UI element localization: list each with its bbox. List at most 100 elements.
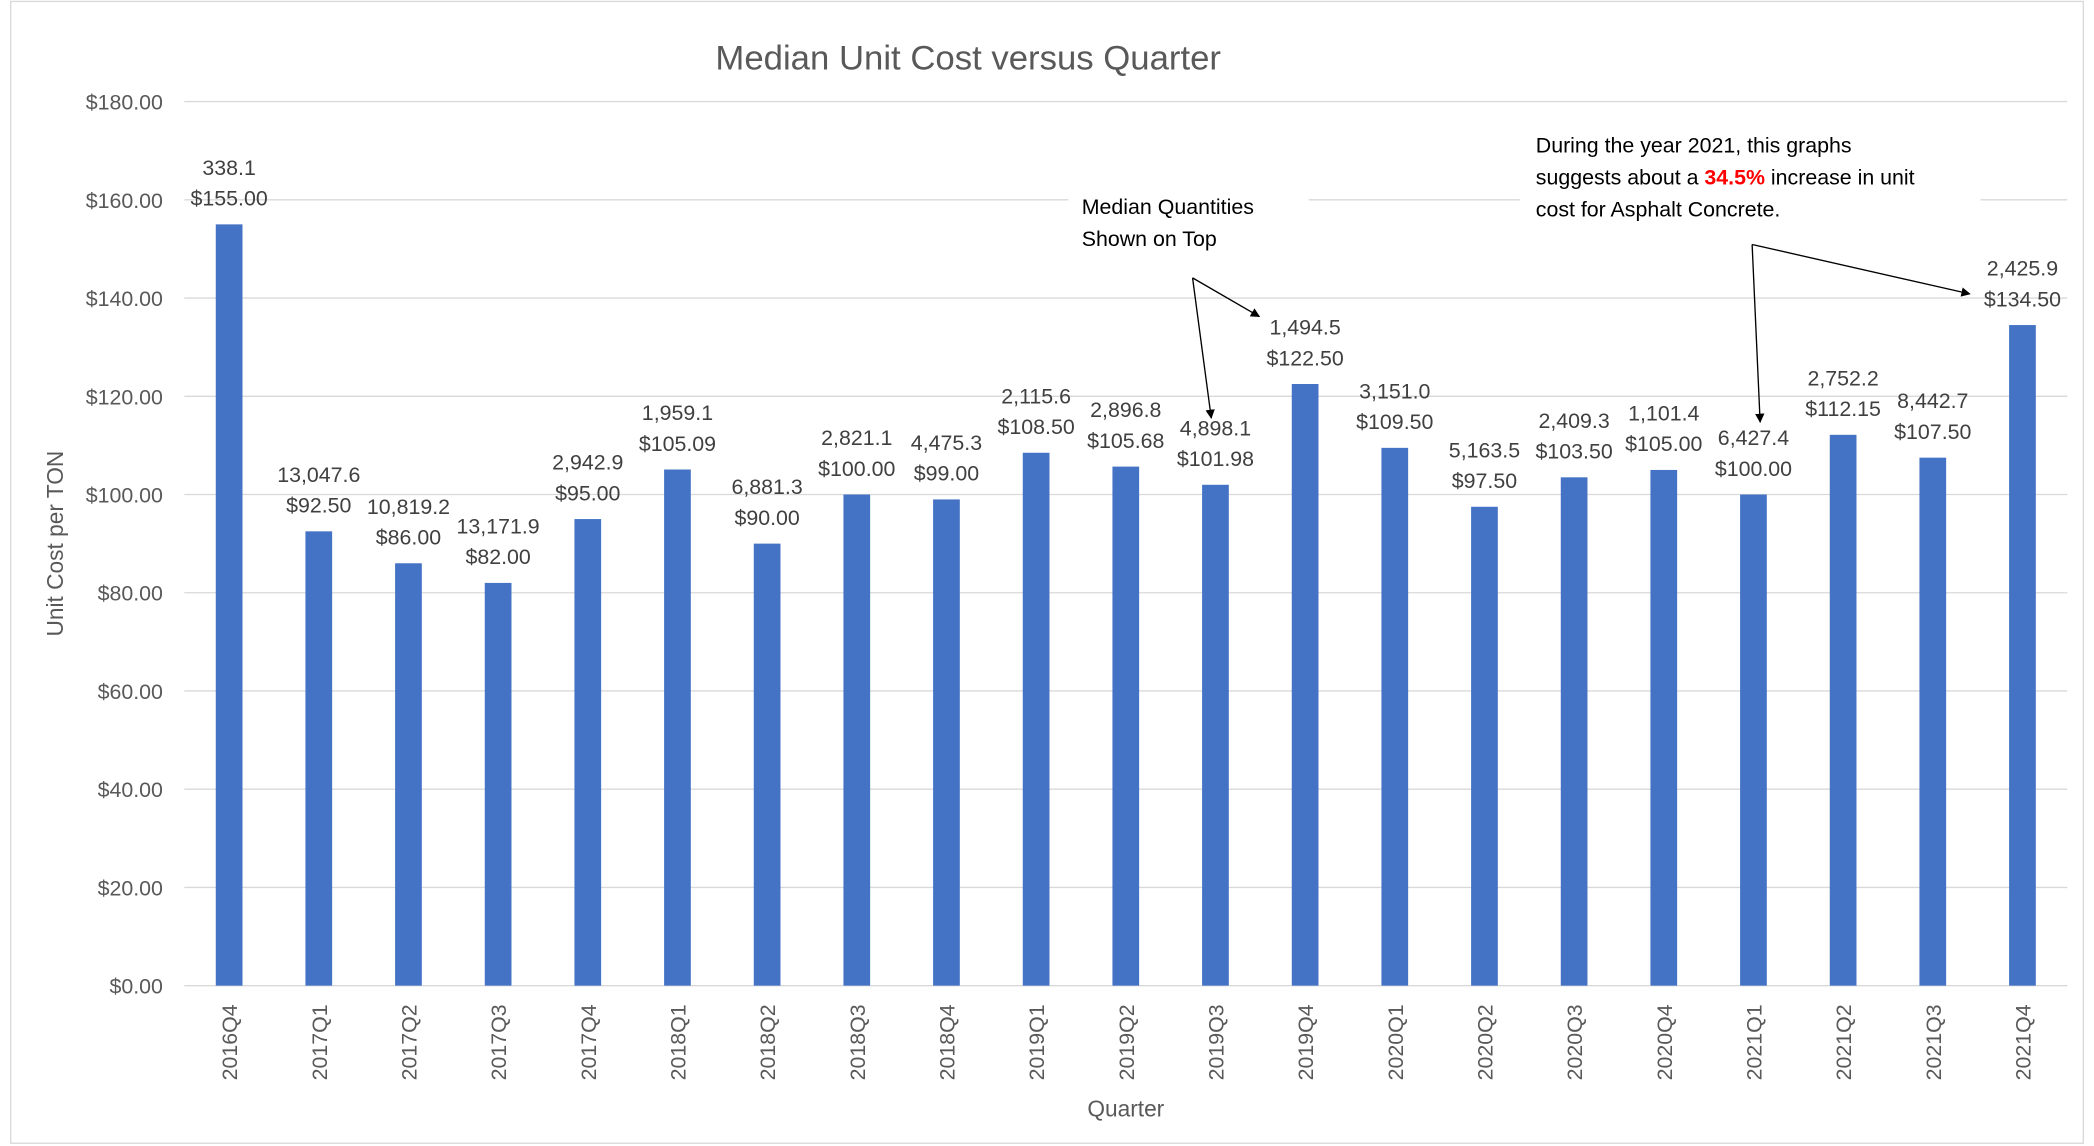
x-tick-label: 2017Q3 xyxy=(487,1004,511,1080)
y-tick-label: $120.00 xyxy=(86,385,163,409)
arrow xyxy=(1192,277,1261,318)
bar xyxy=(484,582,512,986)
arrow xyxy=(1751,244,1765,424)
data-label: $105.68 xyxy=(1087,429,1164,453)
x-tick-label: 2016Q4 xyxy=(218,1004,242,1080)
annotation-line: Median Quantities xyxy=(1082,195,1254,219)
y-tick-label: $100.00 xyxy=(86,484,163,508)
bar xyxy=(1829,434,1857,986)
bar xyxy=(574,519,602,986)
bar xyxy=(2009,325,2036,986)
x-tick-label: 2021Q1 xyxy=(1742,1004,1766,1080)
y-axis-title: Unit Cost per TON xyxy=(42,451,68,637)
quantity-label: 4,475.3 xyxy=(911,431,982,455)
quantity-label: 6,881.3 xyxy=(731,475,802,499)
bar xyxy=(664,469,691,986)
bar xyxy=(843,494,871,986)
bar xyxy=(1740,494,1767,986)
annotation-line: Shown on Top xyxy=(1082,227,1217,251)
x-tick-label: 2018Q4 xyxy=(935,1004,959,1080)
note-bg xyxy=(1068,187,1309,257)
bar xyxy=(753,543,781,986)
x-tick-label: 2018Q1 xyxy=(666,1004,690,1080)
x-tick-label: 2018Q3 xyxy=(846,1004,870,1080)
bar xyxy=(1112,466,1140,986)
bar xyxy=(305,531,333,986)
data-label: $112.15 xyxy=(1805,397,1881,421)
note-bg xyxy=(1519,122,1981,225)
data-label: $97.50 xyxy=(1452,469,1517,493)
bar xyxy=(395,563,422,986)
grid: $0.00 $20.00 $40.00 $60.00 $80.00 $100.00 $120… xyxy=(86,91,2068,999)
quantity-label: 13,047.6 xyxy=(277,463,360,487)
data-label: $100.00 xyxy=(818,457,895,481)
bar xyxy=(933,499,960,986)
quantity-label: 4,898.1 xyxy=(1180,416,1251,440)
quantity-label: 2,115.6 xyxy=(1001,384,1071,408)
y-tick-label: $20.00 xyxy=(98,876,163,900)
data-label: $107.50 xyxy=(1894,420,1971,444)
x-tick-label: 2020Q3 xyxy=(1563,1004,1587,1080)
quantity-label: 13,171.9 xyxy=(457,515,540,539)
data-label: $122.50 xyxy=(1267,346,1344,370)
data-label: $109.50 xyxy=(1356,410,1433,434)
annotation: During the year 2021, this graphs sugges… xyxy=(1536,133,1921,221)
y-tick-label: $140.00 xyxy=(86,287,163,311)
bar xyxy=(1022,452,1050,986)
x-tick-label: 2021Q3 xyxy=(1922,1004,1946,1080)
annotation-line: cost for Asphalt Concrete. xyxy=(1536,197,1781,221)
data-label: $105.09 xyxy=(639,432,716,456)
bar xyxy=(1560,477,1588,986)
data-label: $155.00 xyxy=(191,187,268,211)
x-tick-label: 2021Q4 xyxy=(2011,1004,2035,1080)
quantity-label: 2,409.3 xyxy=(1538,409,1609,433)
quantity-label: 6,427.4 xyxy=(1718,426,1789,450)
x-tick-label: 2020Q1 xyxy=(1384,1004,1408,1080)
bar xyxy=(1650,469,1678,986)
data-label: $134.50 xyxy=(1984,287,2061,311)
bar xyxy=(1202,484,1229,986)
annotation-highlight: 34.5% xyxy=(1704,165,1765,189)
y-tick-label: $0.00 xyxy=(109,975,163,999)
annotation-line: During the year 2021, this graphs xyxy=(1536,133,1852,157)
quantity-label: 10,819.2 xyxy=(367,495,450,519)
arrow xyxy=(1191,277,1215,420)
bar xyxy=(215,224,243,986)
chart-title: Median Unit Cost versus Quarter xyxy=(715,40,1221,78)
bar xyxy=(1471,506,1498,986)
y-tick-label: $40.00 xyxy=(98,778,163,802)
x-tick-label: 2020Q4 xyxy=(1653,1004,1677,1080)
x-tick-label: 2021Q2 xyxy=(1832,1004,1856,1080)
x-tick-label: 2019Q1 xyxy=(1025,1004,1049,1080)
quantity-label: 2,942.9 xyxy=(552,451,623,475)
annotation: Median Quantities Shown on Top xyxy=(1082,195,1260,251)
x-tick-label: 2017Q2 xyxy=(397,1004,421,1080)
data-label: $86.00 xyxy=(376,526,441,550)
data-label: $82.00 xyxy=(465,545,530,569)
quantity-label: 2,896.8 xyxy=(1090,398,1161,422)
x-tick-label: 2020Q2 xyxy=(1473,1004,1497,1080)
quantity-label: 1,959.1 xyxy=(642,401,713,425)
bar xyxy=(1381,447,1409,986)
data-label: $103.50 xyxy=(1536,440,1613,464)
arrow xyxy=(1751,243,1971,297)
quantity-label: 2,752.2 xyxy=(1807,366,1878,390)
data-label: $90.00 xyxy=(734,506,799,530)
quantity-label: 3,151.0 xyxy=(1359,379,1430,403)
data-label: $99.00 xyxy=(914,462,979,486)
bars: 2016Q4 $155.00 338.1 2017Q1 $92.50 13,047.6 20… xyxy=(191,156,2062,1080)
y-tick-label: $80.00 xyxy=(98,582,163,606)
y-tick-label: $60.00 xyxy=(98,680,163,704)
x-tick-label: 2018Q2 xyxy=(756,1004,780,1080)
data-label: $101.98 xyxy=(1177,447,1254,471)
quantity-label: 2,821.1 xyxy=(821,426,892,450)
data-label: $100.00 xyxy=(1715,457,1792,481)
quantity-label: 2,425.9 xyxy=(1987,257,2058,281)
x-tick-label: 2017Q1 xyxy=(308,1004,332,1080)
bar xyxy=(1919,457,1947,986)
annotation-line: suggests about a xyxy=(1536,165,1705,189)
data-label: $105.00 xyxy=(1625,432,1702,456)
quantity-label: 1,101.4 xyxy=(1628,402,1699,426)
quantity-label: 1,494.5 xyxy=(1269,316,1340,340)
data-label: $92.50 xyxy=(286,494,351,518)
